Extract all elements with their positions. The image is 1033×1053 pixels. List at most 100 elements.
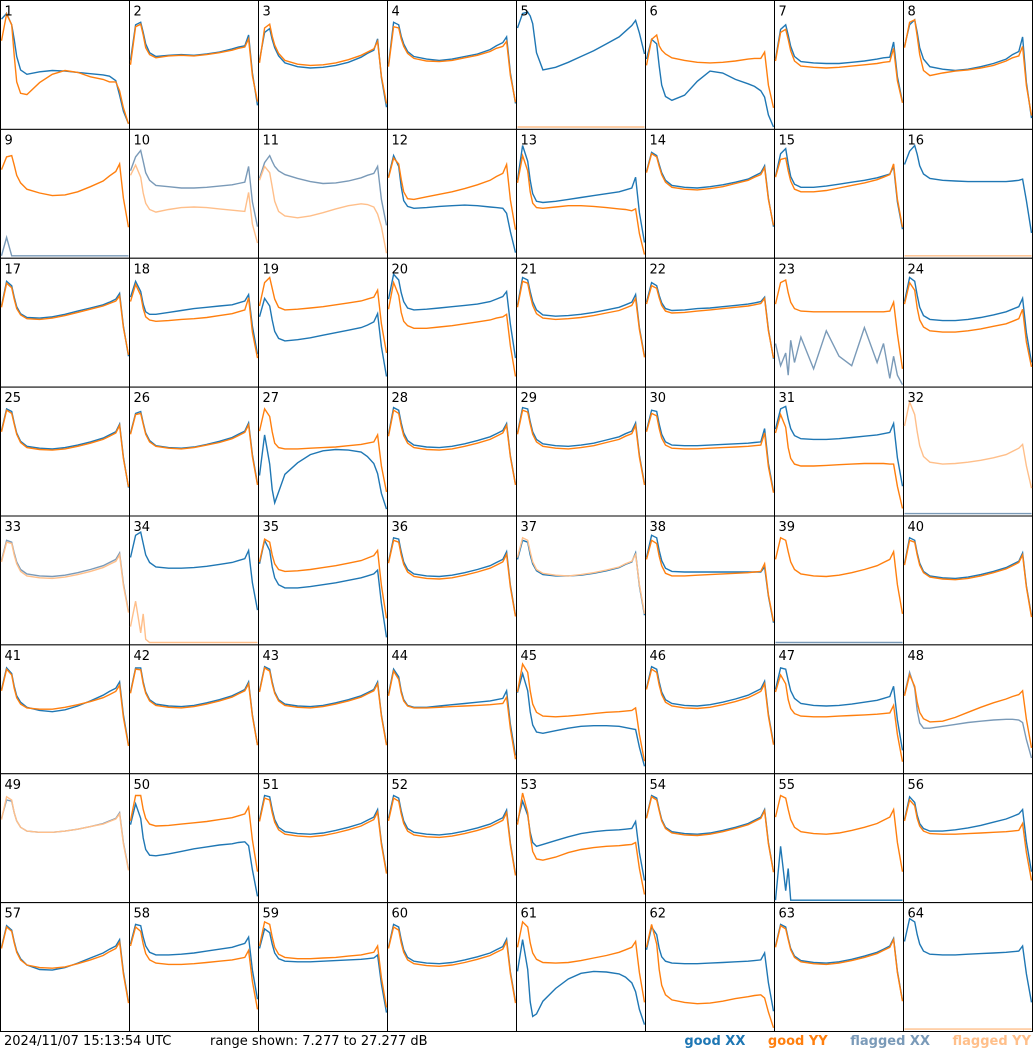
- series-yy-good: [774, 536, 904, 615]
- panel-frame: [516, 773, 646, 904]
- panel-number: 26: [134, 391, 151, 406]
- series-xx-good: [774, 667, 904, 751]
- panel-frame: [903, 257, 1033, 388]
- panel-frame: [516, 902, 646, 1032]
- series-xx-good: [129, 923, 259, 1000]
- series-yy-flagged: [0, 795, 130, 871]
- panel-frame: [774, 386, 904, 517]
- panel-frame: [645, 0, 775, 130]
- series-xx-good: [129, 801, 259, 897]
- series-yy-good: [774, 278, 904, 370]
- panel-frame: [516, 128, 646, 259]
- panel-number: 34: [134, 520, 151, 535]
- panel-number: 31: [779, 391, 796, 406]
- panel-frame: [258, 644, 388, 775]
- series-xx-good: [387, 153, 517, 253]
- series-yy-good: [903, 798, 1033, 881]
- series-xx-good: [387, 272, 517, 359]
- series-yy-good: [387, 925, 517, 1004]
- series-yy-flagged: [129, 601, 258, 644]
- series-yy-good: [903, 280, 1033, 368]
- panel-number: 1: [5, 5, 13, 20]
- panel-25: 25: [0, 386, 130, 517]
- panel-frame: [645, 644, 775, 775]
- panel-number: 55: [779, 778, 796, 793]
- panel-frame: [774, 902, 904, 1032]
- panel-frame: [645, 515, 775, 646]
- series-xx-good: [516, 276, 646, 357]
- panel-20: 20: [387, 257, 517, 388]
- panel-number: 19: [263, 262, 280, 277]
- range-label: range shown: 7.277 to 27.277 dB: [210, 1034, 428, 1049]
- panel-56: 56: [903, 773, 1033, 904]
- panel-frame: [903, 902, 1033, 1032]
- series-yy-good: [516, 792, 646, 895]
- series-yy-good: [0, 11, 130, 125]
- panel-number: 47: [779, 649, 796, 664]
- panel-frame: [387, 902, 517, 1032]
- panel-number: 6: [650, 5, 658, 20]
- panel-number: 24: [908, 262, 925, 277]
- series-yy-good: [387, 156, 517, 230]
- legend-good-yy: good YY: [767, 1034, 828, 1049]
- panel-36: 36: [387, 515, 517, 646]
- panel-frame: [258, 128, 388, 259]
- panel-frame: [129, 773, 259, 904]
- series-yy-good: [0, 409, 130, 488]
- panel-frame: [0, 773, 130, 904]
- panel-frame: [516, 386, 646, 517]
- series-yy-good: [258, 276, 388, 354]
- panel-number: 16: [908, 133, 925, 148]
- panel-frame: [774, 0, 904, 130]
- series-yy-good: [387, 25, 517, 103]
- panel-frame: [516, 644, 646, 775]
- panel-frame: [645, 386, 775, 517]
- series-yy-good: [129, 412, 259, 486]
- footer-bar: 2024/11/07 15:13:54 UTC range shown: 7.2…: [0, 1034, 1033, 1053]
- series-xx-good: [645, 38, 775, 128]
- series-yy-good: [516, 152, 646, 255]
- panel-frame: [0, 386, 130, 517]
- panel-14: 14: [645, 128, 775, 259]
- panel-4: 4: [387, 0, 517, 130]
- panel-15: 15: [774, 128, 904, 259]
- panel-number: 10: [134, 133, 151, 148]
- series-yy-good: [516, 280, 646, 358]
- series-yy-good: [645, 284, 775, 359]
- series-yy-good: [258, 666, 388, 746]
- panel-number: 51: [263, 778, 280, 793]
- panel-frame: [774, 644, 904, 775]
- panel-number: 45: [521, 649, 538, 664]
- panel-number: 50: [134, 778, 151, 793]
- panel-frame: [387, 644, 517, 775]
- panel-frame: [129, 128, 259, 259]
- panel-number: 41: [5, 649, 22, 664]
- panel-number: 22: [650, 262, 667, 277]
- panel-64: 64: [903, 902, 1033, 1032]
- panel-number: 30: [650, 391, 667, 406]
- series-yy-good: [387, 539, 517, 617]
- panel-number: 52: [392, 778, 409, 793]
- panel-frame: [129, 644, 259, 775]
- panel-58: 58: [129, 902, 259, 1032]
- panel-5: 5: [516, 0, 646, 130]
- panel-number: 57: [5, 907, 22, 922]
- series-yy-flagged: [903, 399, 1033, 489]
- series-yy-good: [516, 409, 646, 486]
- panel-12: 12: [387, 128, 517, 259]
- panel-frame: [903, 128, 1033, 259]
- series-xx-good: [258, 434, 388, 510]
- panel-18: 18: [129, 257, 259, 388]
- panel-frame: [903, 773, 1033, 904]
- series-yy-good: [645, 412, 775, 493]
- panel-frame: [645, 257, 775, 388]
- series-yy-good: [258, 22, 388, 104]
- panel-22: 22: [645, 257, 775, 388]
- panel-number: 7: [779, 5, 787, 20]
- panel-number: 32: [908, 391, 925, 406]
- series-yy-good: [0, 925, 130, 1004]
- panel-35: 35: [258, 515, 388, 646]
- series-xx-good: [258, 538, 388, 638]
- panel-number: 39: [779, 520, 796, 535]
- panel-number: 63: [779, 907, 796, 922]
